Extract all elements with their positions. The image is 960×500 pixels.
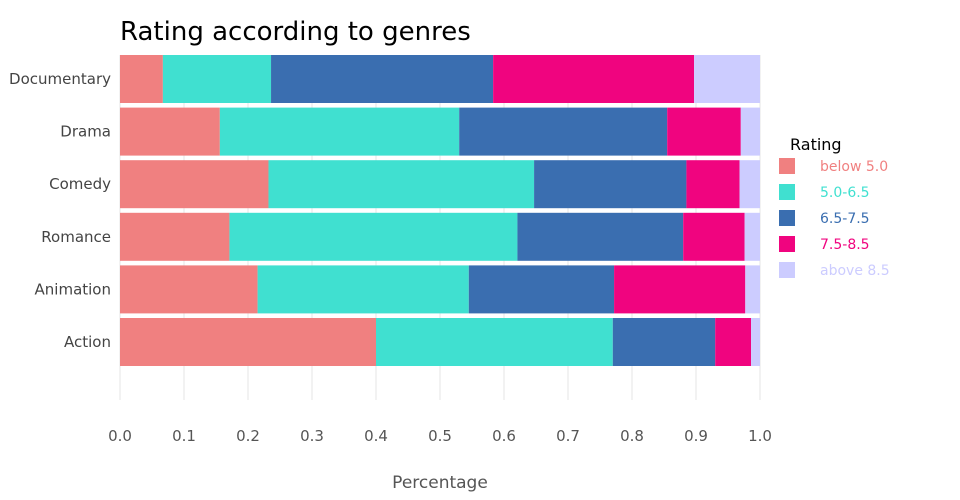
bar-segment [686,160,740,209]
bar-segment [120,55,163,103]
bar-segment [744,212,760,261]
bar-segment [667,107,741,156]
bar-segment [271,55,494,103]
bar-segment [751,318,760,366]
legend-swatch [779,236,795,252]
legend-swatch [779,262,795,278]
legend-label: below 5.0 [820,159,888,175]
category-axis: Documentary Drama Comedy Romance Animation Ac… [9,70,111,351]
legend: Rating below 5.0 5.0-6.5 6.5-7.5 7.5-8.5 abo… [779,135,890,279]
legend-label: 5.0-6.5 [820,185,870,201]
x-tick-label: 0.1 [172,427,196,445]
legend-label: 7.5-8.5 [820,237,870,253]
category-label: Action [64,333,111,351]
bar-segment [376,318,613,366]
bar-segment [257,265,469,314]
category-label: Documentary [9,70,111,88]
bar-segment [219,107,460,156]
bar-segment [120,160,269,209]
x-tick-label: 1.0 [748,427,772,445]
x-tick-label: 0.4 [364,427,388,445]
bar-segment [459,107,668,156]
category-label: Drama [60,123,111,141]
bar-segment [120,265,258,314]
bars [120,55,760,366]
bar-segment [468,265,615,314]
legend-label: 6.5-7.5 [820,211,870,227]
category-label: Comedy [49,175,111,193]
legend-title: Rating [790,135,842,154]
chart-title: Rating according to genres [120,17,471,47]
bar-segment [683,212,745,261]
x-axis-title: Percentage [392,473,488,493]
bar-segment [534,160,687,209]
bar-segment [740,107,760,156]
bar-segment [120,107,220,156]
x-tick-label: 0.9 [684,427,708,445]
bar-segment [694,55,760,103]
legend-swatch [779,184,795,200]
bar-segment [120,212,230,261]
bar-segment [517,212,684,261]
bar-segment [120,318,376,366]
bar-segment [229,212,518,261]
bar-segment [739,160,760,209]
category-label: Romance [41,228,111,246]
x-tick-label: 0.6 [492,427,516,445]
legend-swatch [779,158,795,174]
bar-segment [268,160,535,209]
x-tick-label: 0.3 [300,427,324,445]
x-tick-label: 0.2 [236,427,260,445]
bar-segment [614,265,746,314]
bar-segment [493,55,695,103]
legend-label: above 8.5 [820,263,890,279]
bar-segment [162,55,272,103]
x-tick-label: 0.7 [556,427,580,445]
x-axis: 0.0 0.1 0.2 0.3 0.4 0.5 0.6 0.7 0.8 0.9 1.0 [108,427,772,445]
bar-segment [745,265,760,314]
legend-swatch [779,210,795,226]
category-label: Animation [35,280,111,298]
bar-segment [612,318,716,366]
x-tick-label: 0.5 [428,427,452,445]
x-tick-label: 0.0 [108,427,132,445]
x-tick-label: 0.8 [620,427,644,445]
bar-segment [715,318,752,366]
